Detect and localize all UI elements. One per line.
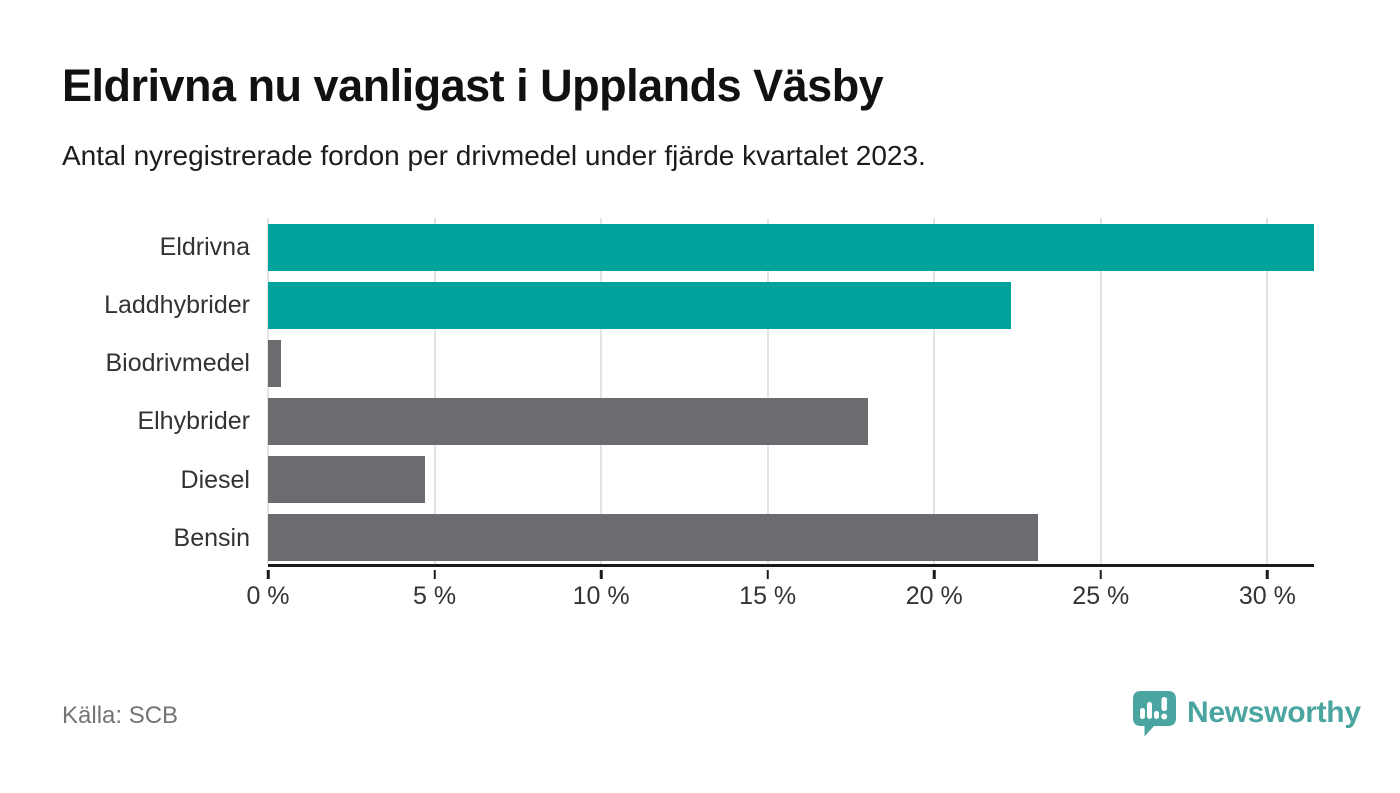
chart-title: Eldrivna nu vanligast i Upplands Väsby	[62, 60, 884, 111]
bar-track	[268, 334, 1314, 392]
category-label: Laddhybrider	[104, 291, 250, 320]
category-label: Biodrivmedel	[105, 349, 250, 378]
x-tick-mark	[266, 570, 270, 579]
bar-row: Eldrivna	[0, 218, 1314, 276]
newsworthy-logo-icon	[1133, 691, 1176, 737]
plot-area	[267, 218, 1314, 567]
bar-rows: Eldrivna Laddhybrider Biodrivmedel Elhybrid…	[0, 218, 1314, 567]
newsworthy-logo: Newsworthy	[1132, 690, 1361, 740]
bar	[268, 456, 425, 504]
logo-exclamation-dot	[1161, 713, 1168, 720]
bar-row: Laddhybrider	[0, 276, 1314, 334]
bar	[268, 223, 1314, 271]
chart-subtitle: Antal nyregistrerade fordon per drivmede…	[62, 140, 926, 171]
gridline	[1099, 218, 1102, 564]
x-axis: 0 % 5 % 10 % 15 % 20 % 25 % 30 %	[246, 567, 1314, 617]
x-tick-label: 15 %	[739, 582, 797, 610]
bar-row: Biodrivmedel	[0, 334, 1314, 392]
x-tick-label: 20 %	[905, 582, 963, 610]
x-tick-label: 5 %	[413, 582, 457, 610]
x-tick-mark	[932, 570, 936, 579]
source-note: Källa: SCB	[62, 702, 179, 729]
gridline	[1266, 218, 1269, 564]
bar-track	[268, 218, 1314, 276]
gridline	[933, 218, 936, 564]
bar	[268, 397, 868, 445]
x-tick-label: 25 %	[1072, 582, 1130, 610]
category-label: Diesel	[180, 465, 250, 494]
bar	[268, 281, 1011, 329]
gridline	[433, 218, 436, 564]
category-label: Eldrivna	[159, 233, 250, 261]
bar-chart: Eldrivna Laddhybrider Biodrivmedel Elhybrid…	[0, 218, 1314, 567]
bar-track	[268, 276, 1314, 334]
bar	[268, 514, 1038, 562]
bar-track	[268, 392, 1314, 450]
bar-row: Elhybrider	[0, 392, 1314, 450]
x-tick-mark	[599, 570, 603, 579]
gridline	[600, 218, 603, 564]
logo-bar-1	[1140, 708, 1145, 719]
bar	[268, 339, 282, 387]
gridline	[766, 218, 769, 564]
bar-row: Diesel	[0, 451, 1314, 509]
x-tick-label: 10 %	[572, 582, 630, 610]
bar-row: Bensin	[0, 509, 1314, 567]
x-tick-label: 30 %	[1238, 582, 1296, 610]
category-label: Bensin	[173, 523, 250, 552]
x-tick-mark	[766, 570, 769, 579]
x-tick-mark	[1099, 570, 1103, 579]
logo-bar-3	[1154, 711, 1159, 719]
gridline	[267, 218, 269, 564]
bar-track	[268, 509, 1314, 567]
logo-bar-2	[1147, 702, 1152, 719]
newsworthy-wordmark: Newsworthy	[1187, 696, 1361, 729]
category-label: Elhybrider	[137, 407, 250, 436]
logo-exclamation-stem	[1161, 697, 1167, 711]
x-tick-mark	[1266, 570, 1269, 579]
bar-track	[268, 451, 1314, 509]
x-tick-mark	[433, 570, 436, 579]
x-tick-label: 0 %	[246, 582, 290, 610]
